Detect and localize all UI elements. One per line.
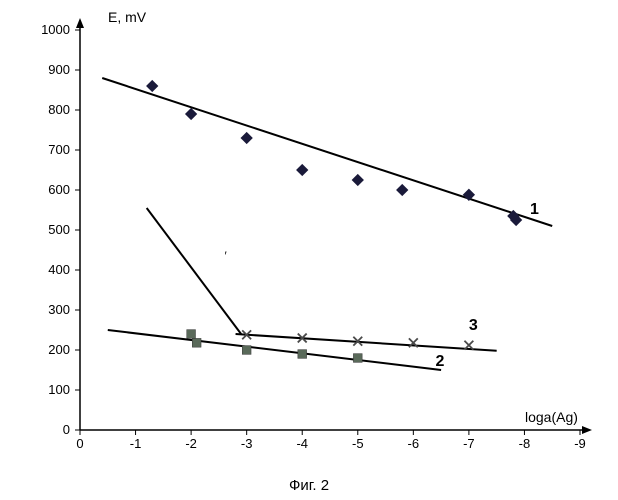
x-tick-label: -2 (185, 436, 197, 451)
y-tick-label: 500 (48, 222, 70, 237)
series-2-marker (298, 350, 307, 359)
series-1-label: 1 (530, 201, 539, 218)
series-2-marker (242, 346, 251, 355)
series-3-label: 3 (469, 317, 478, 334)
y-tick-label: 200 (48, 342, 70, 357)
series-1-marker (146, 80, 158, 92)
y-tick-label: 800 (48, 102, 70, 117)
figure-container: 0 100 200 300 400 500 600 700 800 900 1000 0 -1 -2 -3 -… (0, 0, 618, 500)
y-tick-label: 900 (48, 62, 70, 77)
x-tick-label: -4 (296, 436, 308, 451)
x-tick-label: -8 (519, 436, 531, 451)
stray-mark: ′ (224, 249, 227, 263)
y-tick-label: 600 (48, 182, 70, 197)
y-tick-label: 700 (48, 142, 70, 157)
y-tick-label: 1000 (41, 22, 70, 37)
x-axis-label: loga(Ag) (525, 409, 578, 425)
x-tick-label: -6 (408, 436, 420, 451)
series-1-marker (352, 174, 364, 186)
extra-diagonal-line (147, 208, 241, 334)
series-2-marker (187, 330, 196, 339)
series-2-label: 2 (436, 353, 445, 370)
series-1-marker (396, 184, 408, 196)
series-3-line (236, 334, 497, 351)
series-1-marker (241, 132, 253, 144)
y-tick-label: 0 (63, 422, 70, 437)
figure-caption: Фиг. 2 (0, 477, 618, 494)
x-tick-label: 0 (76, 436, 83, 451)
x-axis-arrow (582, 426, 592, 434)
y-axis-arrow (76, 18, 84, 28)
chart-svg: 0 100 200 300 400 500 600 700 800 900 1000 0 -1 -2 -3 -… (0, 0, 618, 470)
y-axis-label: E, mV (108, 9, 147, 25)
x-tick-label: -1 (130, 436, 142, 451)
series-1-marker (296, 164, 308, 176)
y-tick-label: 400 (48, 262, 70, 277)
x-tick-label: -9 (574, 436, 586, 451)
series-1-line (102, 78, 552, 226)
x-tick-label: -3 (241, 436, 253, 451)
x-tick-label: -5 (352, 436, 364, 451)
series-2-marker (192, 338, 201, 347)
y-tick-label: 300 (48, 302, 70, 317)
x-tick-label: -7 (463, 436, 475, 451)
series-2-marker (353, 354, 362, 363)
y-tick-label: 100 (48, 382, 70, 397)
